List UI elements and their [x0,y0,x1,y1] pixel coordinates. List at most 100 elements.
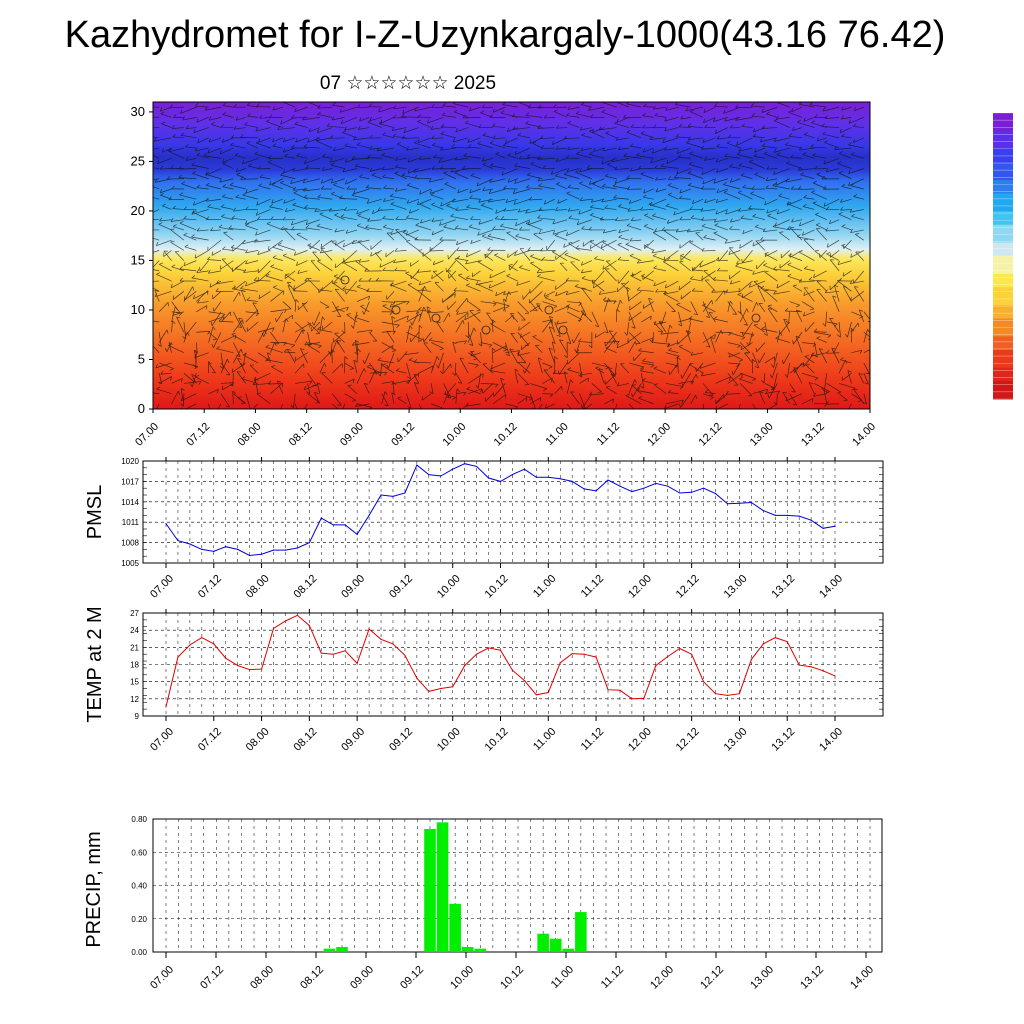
wind-barb [729,270,741,280]
wind-barb [455,157,469,161]
wind-barb-flag [798,146,802,151]
wind-barb-flag [685,107,689,111]
wind-barb [458,274,469,282]
wind-barb [716,188,728,194]
wind-barb-flag [811,190,816,193]
wind-barb [482,188,494,192]
wind-barb-flag [336,339,342,342]
temp-data-point [571,653,573,655]
wind-barb-flag [205,197,209,202]
wind-barb [259,176,271,180]
wind-barb-flag [180,109,183,114]
wind-barb-flag [170,240,175,243]
wind-barb-flag [588,344,593,349]
wind-barb [527,156,543,159]
wind-barb [403,127,419,134]
wind-barb [356,295,370,302]
wind-barb [160,168,172,170]
wind-barb-flag [566,231,568,236]
wind-barb-flag [738,207,742,212]
wind-barb-flag [196,227,200,232]
wind-barb-flag [752,213,757,217]
wind-barb [699,260,716,268]
wind-barb-flag [367,119,372,123]
wind-barb-flag [715,210,718,215]
wind-barb [246,142,259,149]
wind-barb [342,168,358,173]
wind-barb [296,155,308,159]
colorbar-swatch [993,381,1013,387]
wind-barb-flag [265,273,270,277]
wind-barb [469,310,481,323]
wind-barb-flag [307,138,310,143]
wind-barb [850,185,864,190]
temp-data-point [834,675,836,677]
wind-barb [381,345,394,354]
wind-barb [197,229,209,232]
wind-barb [682,372,692,387]
wind-barb [287,285,296,302]
wind-barb [454,362,457,376]
wind-barb-flag [652,231,657,233]
wind-barb [311,321,321,332]
wind-barb [246,321,259,332]
pmsl-data-point [177,539,179,542]
wind-barb-flag [845,359,848,364]
wind-barb [724,155,741,159]
wind-barb-flag [810,308,815,311]
wind-barb-flag [344,158,348,163]
wind-barb [715,330,722,343]
wind-barb [443,363,451,374]
wind-barb-flag [302,179,306,183]
wind-barb [725,290,741,294]
wind-barb-flag [761,108,764,113]
wind-barb [269,206,283,210]
wind-barb-flag [625,393,630,396]
wind-barb [628,291,642,302]
wind-barb [553,106,568,109]
wind-barb-flag [617,279,619,284]
wind-barb-flag [470,216,474,220]
pmsl-data-point [416,464,418,466]
wind-barb-flag [159,165,163,170]
wind-barb-flag [776,152,781,156]
wind-barb [827,239,840,248]
wind-barb-flag [752,270,755,275]
wind-barb-flag [208,269,211,274]
wind-barb [196,330,210,333]
pmsl-y-axis-label: PMSL [84,485,106,539]
wind-barb [203,155,222,159]
wind-barb-flag [417,113,421,118]
temp-x-tick-label: 13.12 [769,726,797,754]
wind-barb [850,154,864,159]
wind-barb-flag [665,284,667,289]
wind-barb-flag [838,171,843,174]
wind-barb-flag [702,138,705,143]
wind-barb [254,279,271,282]
wind-barb [690,394,696,405]
wind-barb [787,275,803,282]
wind-barb [730,280,741,285]
wind-barb-flag [579,197,583,201]
wind-barb [503,299,506,312]
wind-barb-flag [576,220,580,225]
wind-barb-flag [191,275,196,279]
wind-barb [356,403,372,408]
wind-barb-flag [475,364,479,368]
wind-barb [819,250,827,258]
wind-barb [788,135,803,139]
wind-barb-flag [335,306,339,309]
wind-barb [280,403,284,409]
wind-barb-flag [466,386,471,390]
wind-barb-flag [812,152,817,156]
wind-barb-flag [702,180,705,185]
wind-barb-flag [305,225,310,229]
wind-barb-flag [219,178,222,183]
pmsl-data-point [774,514,776,517]
wind-barb [776,209,790,215]
wind-barb [211,250,222,256]
wind-barb-flag [792,340,794,345]
wind-barb [207,259,222,261]
wind-barb-flag [149,177,151,180]
